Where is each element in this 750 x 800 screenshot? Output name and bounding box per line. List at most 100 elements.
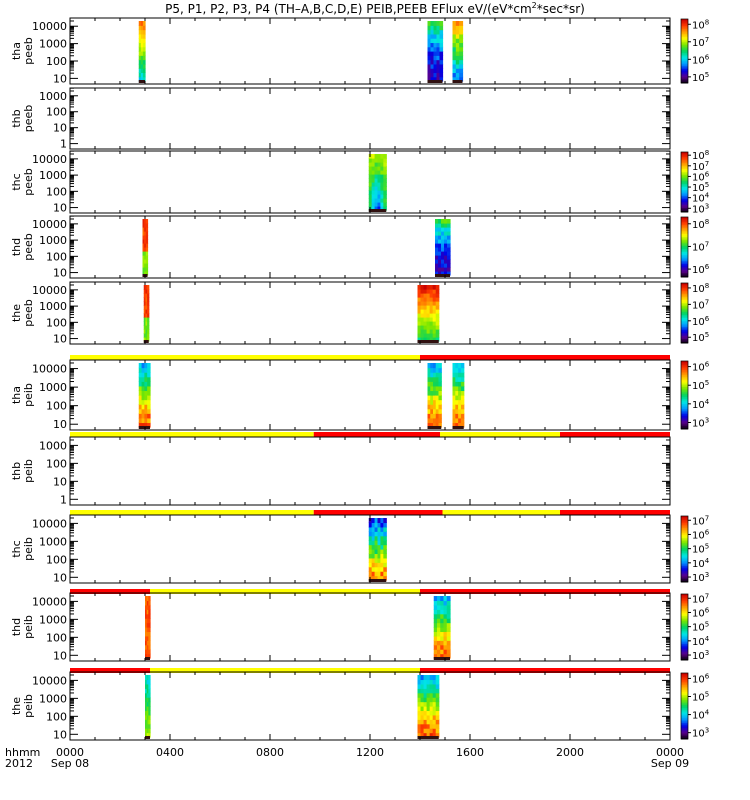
y-tick-label: 100 [46,250,67,263]
spectrogram-block [417,675,440,739]
colorbar-tick-label: 105 [692,621,709,634]
colorbar-tick-label: 104 [692,557,710,570]
y-tick-label: 100 [46,553,67,566]
panel-frame [69,359,671,431]
y-tick-label: 100 [46,185,67,198]
panel-frame [69,281,671,345]
colorbar-frame [680,216,689,278]
y-axis-label: thcpeeb [10,168,35,196]
y-axis-label: thbpeib [10,459,35,483]
y-tick-label: 1000 [39,234,67,247]
y-tick-label: 10000 [32,153,67,166]
spectrogram-block [417,285,440,343]
spectrogram-floor [433,657,450,660]
panel-frame [69,671,671,741]
flag-segment [560,510,670,515]
flag-segment [150,589,420,594]
panel-frame [69,592,671,662]
time-tick-label: 0000 [656,746,684,759]
colorbar-tick-label: 104 [692,635,710,648]
y-axis-label: thcpeib [10,537,35,561]
mode-flag-bar [70,432,670,437]
y-tick-label: 100 [46,400,67,413]
colorbar-frame [680,672,689,740]
colorbar: 106 107 108 [680,216,710,278]
y-tick-label: 10000 [32,595,67,608]
y-tick-label: 100 [46,316,67,329]
spectrogram-floor [368,209,387,212]
colorbar-frame [680,151,689,213]
colorbar: 103 104 105 106 [680,360,710,430]
spectrogram-floor [417,340,439,343]
spectrogram-floor [427,426,442,429]
y-tick-label: 10 [53,267,67,280]
time-tick-label: 0000 [56,746,84,759]
y-tick-label: 10 [53,475,67,488]
colorbar-tick-label: 106 [692,606,710,619]
y-tick-label: 10000 [32,20,67,33]
panel-frame [69,436,671,506]
colorbar-tick-label: 107 [692,298,709,311]
y-tick-label: 1000 [39,439,67,452]
colorbar-tick-label: 106 [692,263,710,276]
flag-segment [420,668,670,673]
colorbar-frame [680,360,689,430]
colorbar-tick-label: 103 [692,649,709,662]
colorbar-tick-label: 107 [692,240,709,253]
mode-flag-bar [70,589,670,594]
y-tick-label: 10000 [32,517,67,530]
flag-segment [442,510,560,515]
y-tick-label: 10000 [32,284,67,297]
colorbar-tick-label: 106 [692,361,710,374]
spectrogram-block [452,21,464,83]
panel-tha-peeb: 10 100 1000 10000 thapeeb 105 106 107 108 [10,17,710,85]
y-tick-label: 10000 [32,218,67,231]
spectrogram-block [138,363,151,429]
y-axis-label: thapeeb [10,37,35,65]
y-axis-label: thdpeib [10,615,35,639]
colorbar-frame [680,18,689,84]
spectrogram-block [427,363,442,429]
colorbar-tick-label: 103 [692,416,709,429]
spectrogram-floor [145,657,150,660]
flag-segment [70,589,150,594]
colorbar-tick-label: 108 [692,218,709,231]
y-axis-label: thdpeeb [10,233,35,261]
y-axis-label: thepeeb [10,299,35,327]
y-axis-label: thapeib [10,383,35,407]
colorbar-tick-label: 108 [692,18,709,31]
panel-frame [69,17,671,85]
y-tick-label: 100 [46,710,67,723]
spectrogram-block [145,596,151,660]
spectrogram-block [138,21,146,83]
panel-frame [69,215,671,279]
flag-segment [313,510,443,515]
flag-segment [70,355,420,360]
y-tick-label: 1000 [39,300,67,313]
flag-segment [440,432,560,437]
spectrogram-floor [452,80,463,83]
y-tick-label: 1000 [39,381,67,394]
time-tick-label: 2000 [556,746,584,759]
time-axis-corner-label: 2012 [5,757,33,770]
spectrogram-block [433,596,451,660]
colorbar-tick-label: 106 [692,528,710,541]
y-axis-label: thepeib [10,694,35,718]
flag-segment [560,432,670,437]
colorbar-tick-label: 108 [692,282,709,295]
flag-segment [420,589,670,594]
flag-segment [150,668,420,673]
spectrogram-floor [143,340,149,343]
y-tick-label: 10 [53,571,67,584]
y-tick-label: 1000 [39,535,67,548]
panel-thb-peeb: 1 10 100 1000 thbpeeb [10,87,671,151]
colorbar: 103 104 105 106 [680,672,710,740]
panel-thd-peeb: 10 100 1000 10000 thdpeeb 106 107 108 [10,215,710,280]
panel-the-peib: 10 100 1000 10000 thepeib 103 104 105 106 [10,668,710,741]
colorbar-tick-label: 105 [692,379,709,392]
colorbar-tick-label: 107 [692,514,709,527]
y-tick-label: 100 [46,457,67,470]
flag-segment [420,355,670,360]
